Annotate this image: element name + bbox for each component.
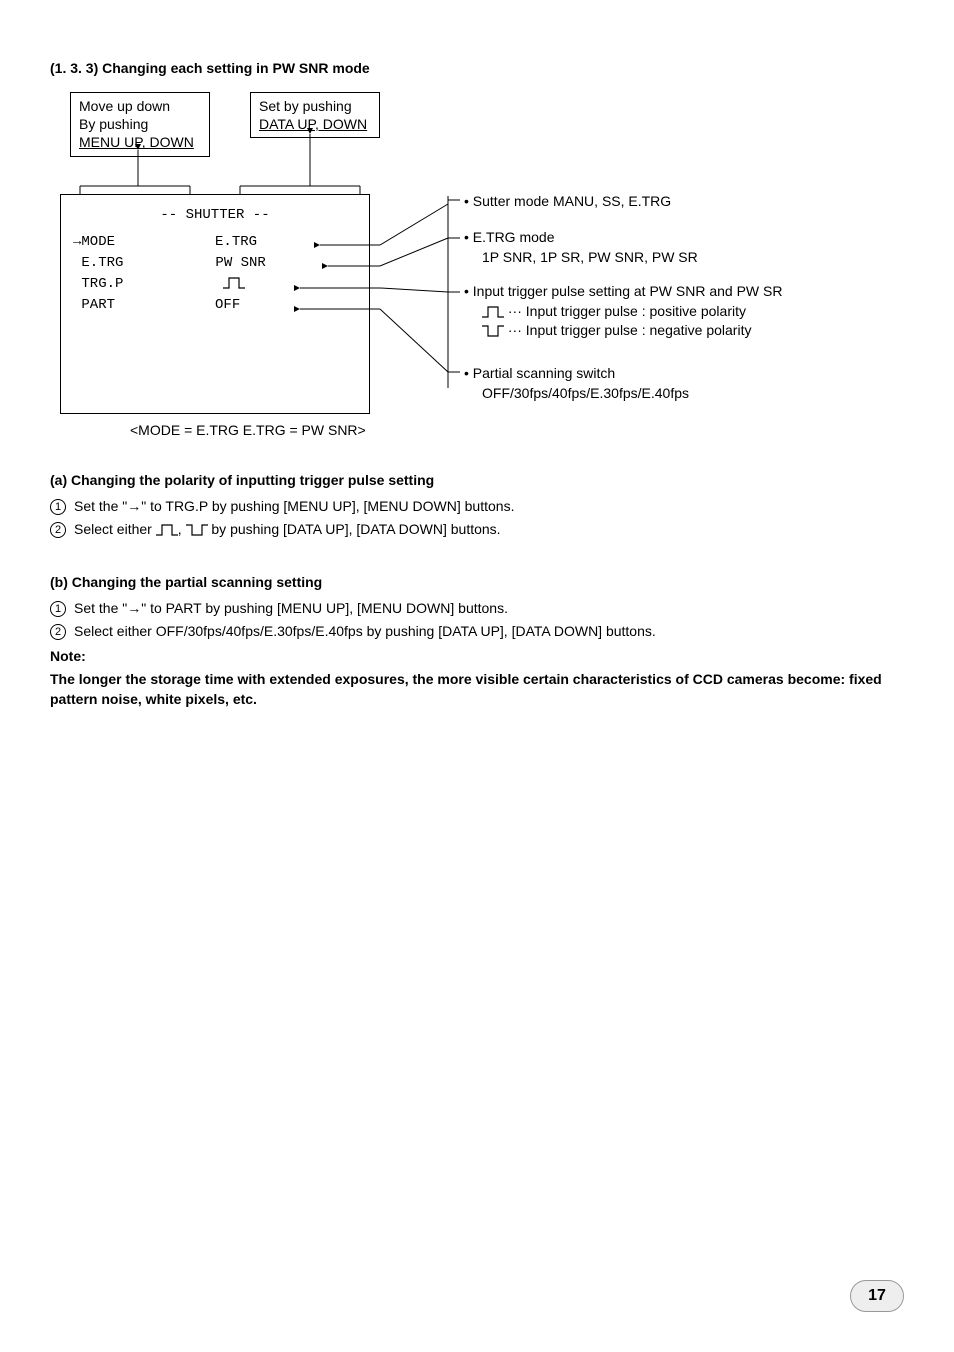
menu-title: -- SHUTTER -- <box>73 205 357 226</box>
menu-mode-label: →MODE <box>73 234 115 250</box>
menu-row-etrg: E.TRG PW SNR <box>73 253 357 274</box>
annotation-trigger-pulse: • Input trigger pulse setting at PW SNR … <box>464 282 782 341</box>
box1-line1: Move up down <box>79 97 201 115</box>
section-b-step2: 2 Select either OFF/30fps/40fps/E.30fps/… <box>50 623 904 640</box>
section-heading: (1. 3. 3) Changing each setting in PW SN… <box>50 60 904 76</box>
note-label: Note: <box>50 648 904 664</box>
box2-line1: Set by pushing <box>259 97 371 115</box>
step-number-2-icon: 2 <box>50 624 66 640</box>
section-b-step1-text: Set the "→" to PART by pushing [MENU UP]… <box>74 600 508 616</box>
annot-trg-pos-text: ··· Input trigger pulse : positive polar… <box>504 303 746 319</box>
annot-trg-neg-text: ··· Input trigger pulse : negative polar… <box>504 322 751 338</box>
annotation-sutter-mode: • Sutter mode MANU, SS, E.TRG <box>464 192 671 212</box>
step-number-2-icon: 2 <box>50 522 66 538</box>
diagram-caption: <MODE = E.TRG E.TRG = PW SNR> <box>130 422 366 438</box>
box1-line3: MENU UP, DOWN <box>79 133 201 151</box>
annot-part-title: • Partial scanning switch <box>464 364 689 384</box>
step2-prefix: Select either <box>74 521 156 537</box>
section-a-heading: (a) Changing the polarity of inputting t… <box>50 472 904 488</box>
annot-etrg-title: • E.TRG mode <box>464 228 698 248</box>
menu-row-mode: →MODE E.TRG <box>73 232 357 253</box>
pulse-negative-icon <box>482 324 504 338</box>
annot-part-sub: OFF/30fps/40fps/E.30fps/E.40fps <box>464 384 689 404</box>
pulse-positive-icon <box>482 305 504 319</box>
box1-line2: By pushing <box>79 115 201 133</box>
instruction-box-data: Set by pushing DATA UP, DOWN <box>250 92 380 138</box>
section-b-step2-text: Select either OFF/30fps/40fps/E.30fps/E.… <box>74 623 656 639</box>
pulse-positive-icon <box>156 523 178 537</box>
section-b-heading: (b) Changing the partial scanning settin… <box>50 574 904 590</box>
step-number-1-icon: 1 <box>50 601 66 617</box>
menu-etrg-label: E.TRG <box>73 255 123 271</box>
pulse-positive-icon <box>223 276 245 290</box>
diagram-area: Move up down By pushing MENU UP, DOWN Se… <box>50 88 904 448</box>
section-a-step2-text: Select either , by pushing [DATA UP], [D… <box>74 521 501 537</box>
annotation-partial-scan: • Partial scanning switch OFF/30fps/40fp… <box>464 364 689 403</box>
menu-mode-value: E.TRG <box>215 234 257 250</box>
box2-line2: DATA UP, DOWN <box>259 115 371 133</box>
step2-mid: , <box>178 521 186 537</box>
section-a-step1: 1 Set the "→" to TRG.P by pushing [MENU … <box>50 498 904 515</box>
annot-etrg-sub: 1P SNR, 1P SR, PW SNR, PW SR <box>464 248 698 268</box>
note-text: The longer the storage time with extende… <box>50 670 904 709</box>
step-number-1-icon: 1 <box>50 499 66 515</box>
section-a-step1-text: Set the "→" to TRG.P by pushing [MENU UP… <box>74 498 514 514</box>
menu-trgp-label: TRG.P <box>73 276 123 292</box>
pulse-negative-icon <box>186 523 208 537</box>
annotation-etrg-mode: • E.TRG mode 1P SNR, 1P SR, PW SNR, PW S… <box>464 228 698 267</box>
shutter-menu: -- SHUTTER -- →MODE E.TRG E.TRG PW SNR TRG… <box>60 194 370 414</box>
section-a-step2: 2 Select either , by pushing [DATA UP], … <box>50 521 904 538</box>
instruction-box-menu: Move up down By pushing MENU UP, DOWN <box>70 92 210 157</box>
annot-trg-title: • Input trigger pulse setting at PW SNR … <box>464 282 782 302</box>
annot-trg-neg: ··· Input trigger pulse : negative polar… <box>464 321 782 341</box>
menu-part-label: PART <box>73 297 115 313</box>
section-b-step1: 1 Set the "→" to PART by pushing [MENU U… <box>50 600 904 617</box>
step2-suffix: by pushing [DATA UP], [DATA DOWN] button… <box>208 521 501 537</box>
menu-row-trgp: TRG.P <box>73 274 357 295</box>
page-number-badge: 17 <box>850 1280 904 1312</box>
menu-etrg-value: PW SNR <box>215 255 265 271</box>
menu-part-value: OFF <box>215 297 240 313</box>
annot-trg-pos: ··· Input trigger pulse : positive polar… <box>464 302 782 322</box>
menu-row-part: PART OFF <box>73 295 357 316</box>
